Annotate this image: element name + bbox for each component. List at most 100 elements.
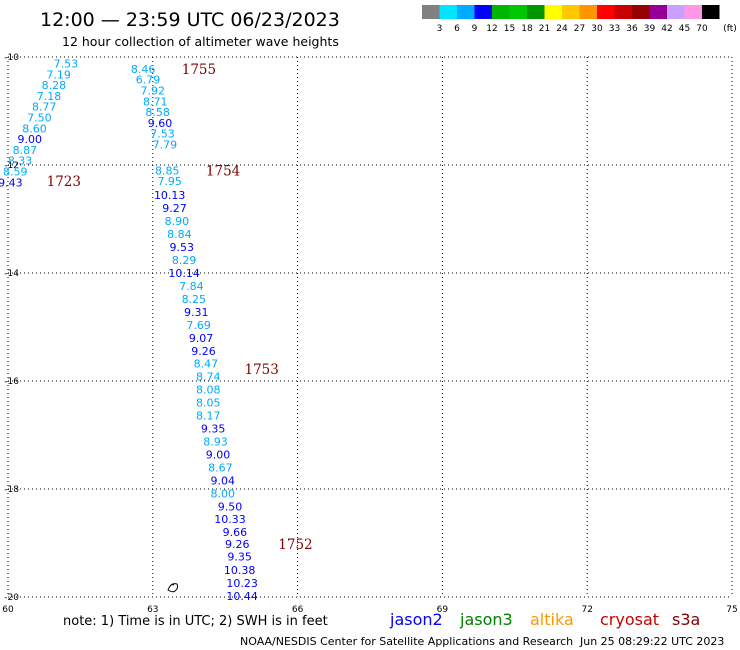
colorbar-swatch — [439, 5, 457, 19]
wave-height-value: 8.58 — [145, 106, 170, 119]
wave-height-value: 9.66 — [223, 526, 248, 539]
pass-time-label: 1723 — [47, 174, 81, 190]
credit-text: NOAA/NESDIS Center for Satellite Applica… — [240, 635, 573, 648]
wave-height-value: 7.53 — [150, 128, 175, 141]
satellite-legend-item: jason2 — [389, 610, 443, 629]
colorbar-label: 30 — [591, 24, 603, 34]
wave-height-value: 8.05 — [196, 397, 221, 410]
pass-time-label: 1754 — [206, 163, 240, 179]
colorbar-label: 42 — [661, 24, 672, 34]
wave-height-value: 7.53 — [54, 57, 79, 70]
colorbar-swatch — [579, 5, 597, 19]
satellite-legend-item: s3a — [672, 610, 700, 629]
wave-height-value: 8.33 — [8, 155, 33, 168]
x-tick-label: 63 — [147, 605, 158, 615]
x-tick-label: 69 — [437, 605, 449, 615]
wave-height-value: 8.71 — [143, 95, 168, 108]
y-tick-label: -18 — [4, 485, 19, 495]
wave-height-value: 8.46 — [131, 63, 156, 76]
wave-height-value: 8.00 — [211, 487, 236, 500]
wave-height-value: 10.44 — [226, 590, 258, 603]
colorbar-swatch — [614, 5, 632, 19]
colorbar-swatch — [649, 5, 667, 19]
wave-height-value: 8.85 — [155, 164, 180, 177]
wave-height-value: 9.27 — [162, 202, 187, 215]
colorbar-swatch — [544, 5, 562, 19]
wave-height-value: 10.33 — [214, 513, 246, 526]
colorbar-label: 18 — [521, 24, 533, 34]
chart-title: 12:00 — 23:59 UTC 06/23/2023 — [40, 9, 340, 31]
wave-height-value: 9.00 — [206, 448, 231, 461]
colorbar-label: 45 — [679, 24, 690, 34]
colorbar-swatch — [492, 5, 510, 19]
colorbar-label: 24 — [556, 24, 568, 34]
wave-height-value: 8.67 — [208, 461, 233, 474]
x-tick-label: 66 — [292, 605, 304, 615]
timestamp-text: Jun 25 08:29:22 UTC 2023 — [579, 635, 724, 648]
wave-height-value: 9.26 — [225, 538, 250, 551]
wave-height-value: 8.90 — [165, 215, 190, 228]
colorbar-legend: 3 6 9 12 15 18 21 24 27 30 33 36 39 42 45 70 (ft) — [422, 5, 737, 34]
wave-height-value: 8.08 — [196, 384, 221, 397]
wave-height-value: 7.92 — [141, 84, 166, 97]
colorbar-label: 27 — [574, 24, 585, 34]
wave-height-value: 10.23 — [226, 577, 258, 590]
wave-height-value: 8.77 — [32, 101, 57, 114]
colorbar-label: 15 — [504, 24, 515, 34]
wave-height-value: 9.43 — [0, 176, 23, 189]
satellite-legend-item: cryosat — [600, 610, 659, 629]
colorbar-unit: (ft) — [723, 24, 737, 34]
wave-height-value: 10.13 — [154, 189, 186, 202]
wave-height-value: 9.50 — [218, 500, 243, 513]
wave-height-value: 8.29 — [172, 254, 197, 267]
wave-height-value: 7.79 — [153, 138, 178, 151]
colorbar-swatch — [457, 5, 475, 19]
satellite-legend-item: jason3 — [459, 610, 513, 629]
wave-height-value: 10.38 — [224, 564, 256, 577]
colorbar-swatch — [422, 5, 440, 19]
island-outline — [167, 583, 179, 593]
wave-height-value: 9.53 — [170, 241, 195, 254]
wave-height-value: 7.84 — [179, 280, 204, 293]
wave-height-value: 9.35 — [201, 423, 226, 436]
wave-height-value: 10.14 — [168, 267, 200, 280]
wave-height-value: 8.59 — [3, 165, 28, 178]
x-tick-label: 60 — [2, 605, 14, 615]
wave-height-points: 7.537.198.287.188.777.508.609.008.878.33… — [0, 57, 258, 602]
chart-subtitle: 12 hour collection of altimeter wave hei… — [62, 34, 339, 49]
satellite-legend-item: altika — [530, 610, 574, 629]
wave-height-value: 8.28 — [42, 79, 67, 92]
colorbar-swatch — [562, 5, 580, 19]
colorbar-label: 70 — [696, 24, 708, 34]
wave-height-value: 9.00 — [17, 133, 42, 146]
wave-height-value: 6.79 — [136, 74, 161, 87]
y-tick-label: -10 — [4, 53, 19, 63]
wave-height-value: 8.84 — [167, 228, 192, 241]
pass-time-label: 1755 — [182, 62, 216, 78]
y-tick-label: -16 — [4, 377, 19, 387]
colorbar-label: 33 — [609, 24, 620, 34]
colorbar-label: 3 — [437, 24, 443, 34]
wave-height-value: 9.07 — [189, 332, 214, 345]
wave-height-value: 9.04 — [211, 474, 236, 487]
colorbar-swatch — [632, 5, 650, 19]
wave-height-value: 7.69 — [186, 319, 211, 332]
x-tick-label: 75 — [726, 605, 737, 615]
wave-height-value: 7.95 — [157, 175, 182, 188]
colorbar-swatch — [509, 5, 527, 19]
wave-height-value: 8.25 — [182, 293, 207, 306]
pass-time-labels: 1723 1755 1754 1753 1752 — [47, 62, 313, 553]
colorbar-label: 12 — [486, 24, 497, 34]
wave-height-value: 7.50 — [27, 111, 52, 124]
colorbar-swatch — [527, 5, 545, 19]
x-axis-tick-labels: 60 63 66 69 72 75 — [2, 605, 737, 615]
satellite-legend: jason2 jason3 altika cryosat s3a — [389, 610, 700, 629]
wave-height-value: 9.35 — [227, 551, 252, 564]
y-tick-label: -12 — [4, 161, 19, 171]
wave-height-value: 8.60 — [22, 122, 47, 135]
pass-time-label: 1752 — [278, 537, 312, 553]
y-tick-label: -14 — [4, 269, 19, 279]
colorbar-swatch — [474, 5, 492, 19]
wave-height-value: 8.17 — [196, 410, 221, 423]
y-tick-label: -20 — [4, 593, 19, 603]
